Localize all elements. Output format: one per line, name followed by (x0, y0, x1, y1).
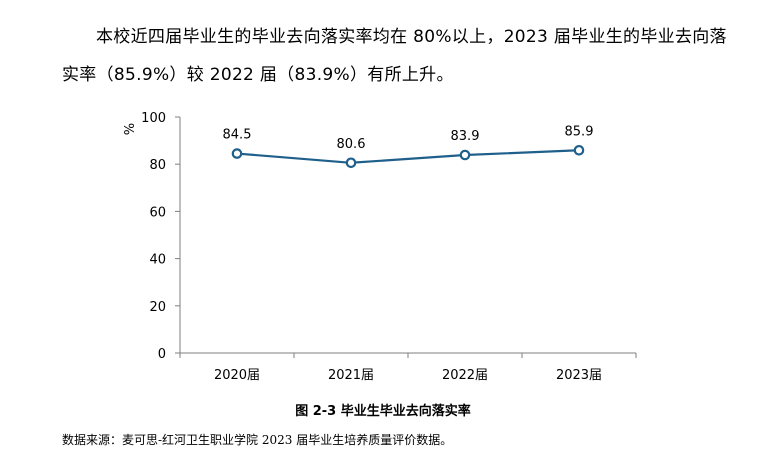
data-label: 80.6 (337, 137, 366, 152)
y-tick-label: 40 (149, 253, 166, 268)
intro-paragraph: 本校近四届毕业生的毕业去向落实率均在 80%以上，2023 届毕业生的毕业去向落… (62, 27, 727, 85)
x-tick-label: 2023届 (556, 368, 602, 383)
series-line (236, 149, 580, 164)
x-tick-label: 2020届 (214, 368, 260, 383)
y-tick-label: 100 (141, 111, 166, 126)
data-point (345, 157, 357, 169)
y-tick-label: 20 (149, 300, 166, 315)
x-tick-label: 2022届 (442, 368, 488, 383)
data-source-note: 数据来源：麦可思-红河卫生职业学院 2023 届毕业生培养质量评价数据。 (62, 433, 453, 447)
data-point (573, 144, 585, 156)
data-label: 85.9 (565, 124, 594, 139)
x-tick-label: 2021届 (328, 368, 374, 383)
data-point (459, 149, 471, 161)
data-point (231, 148, 243, 159)
data-label: 84.5 (223, 128, 252, 143)
y-tick-label: 80 (149, 158, 166, 173)
y-tick-label: 60 (149, 205, 166, 220)
y-axis-label: % (120, 123, 135, 135)
y-tick-label: 0 (158, 347, 166, 362)
figure-caption: 图 2-3 毕业生毕业去向落实率 (295, 404, 471, 419)
data-label: 83.9 (451, 129, 480, 144)
